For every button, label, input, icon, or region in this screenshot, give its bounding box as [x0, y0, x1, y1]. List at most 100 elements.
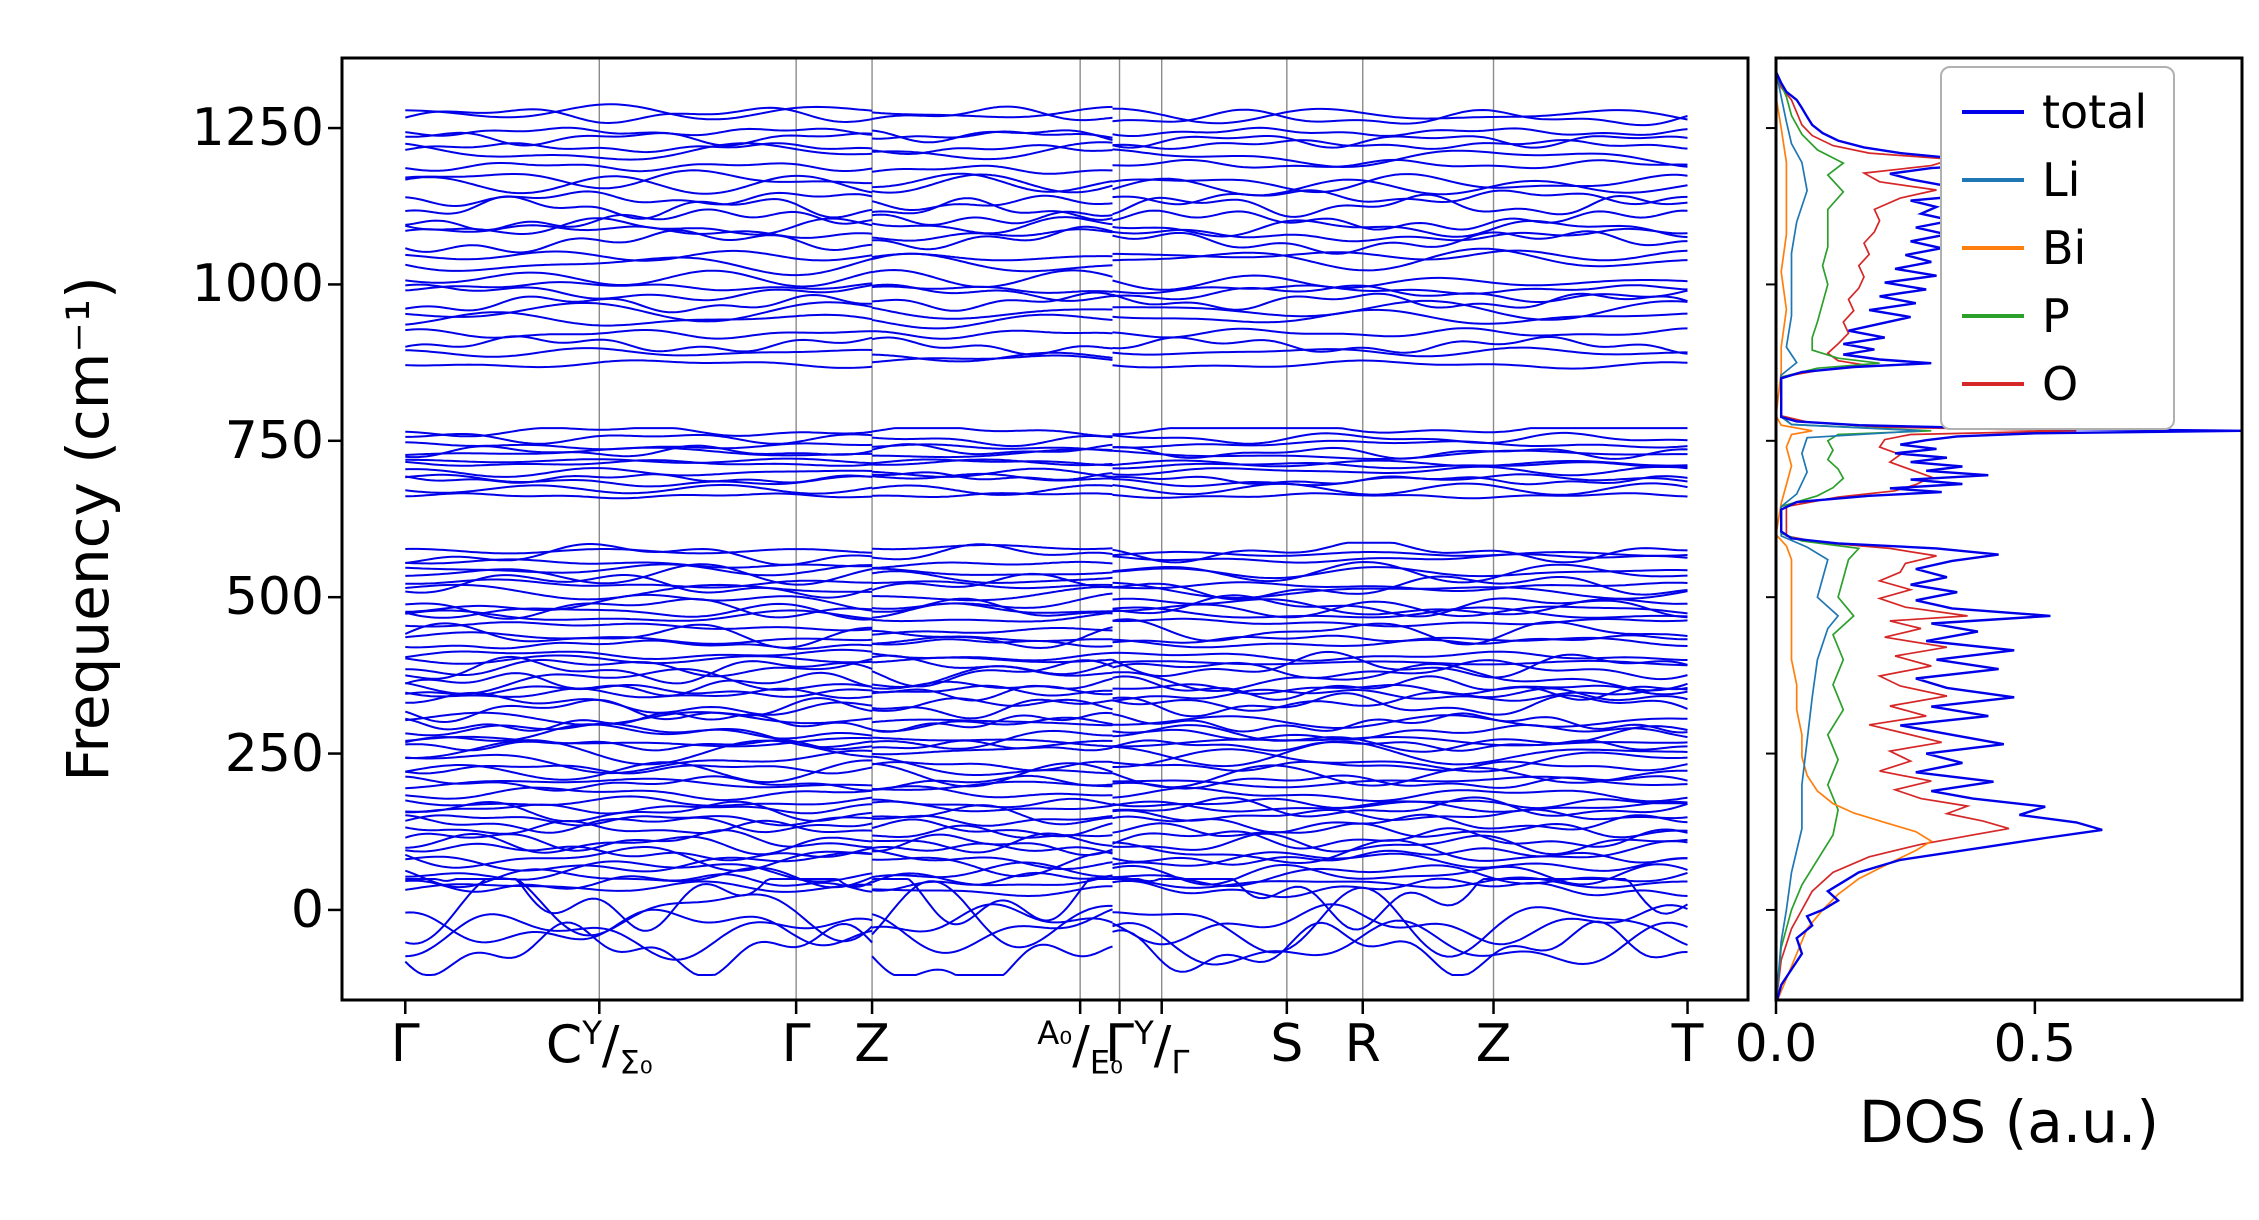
phonon-band-line — [1112, 230, 1688, 255]
phonon-band-line — [405, 174, 873, 195]
phonon-band-line — [1112, 148, 1688, 169]
phonon-band-line — [1112, 581, 1688, 600]
phonon-band-line — [404, 866, 873, 889]
phonon-band-line — [1112, 108, 1688, 127]
frequency-tick-label: 1250 — [191, 98, 324, 159]
phonon-band-line — [405, 224, 873, 239]
phonon-band-line — [405, 328, 873, 340]
band-panel-frame — [340, 56, 1750, 1002]
phonon-band-line — [405, 335, 873, 353]
dos-curve-P — [1776, 71, 1932, 1000]
phonon-band-line — [872, 785, 1113, 799]
phonon-band-line — [405, 427, 873, 438]
phonon-band-line — [405, 631, 873, 645]
phonon-band-line — [405, 648, 873, 661]
phonon-band-line — [405, 860, 873, 883]
phonon-band-line — [872, 586, 1113, 602]
dos-plot — [1776, 71, 2242, 1000]
phonon-band-line — [1112, 851, 1688, 872]
phonon-band-line — [405, 795, 873, 807]
phonon-band-line — [1112, 764, 1688, 789]
phonon-band-line — [871, 173, 1113, 194]
phonon-band-line — [872, 729, 1113, 750]
phonon-band-line — [1112, 822, 1688, 839]
phonon-band-line — [871, 872, 1113, 887]
phonon-band-line — [1112, 903, 1688, 946]
phonon-band-line — [872, 435, 1113, 448]
phonon-band-line — [405, 473, 873, 484]
phonon-band-line — [1112, 327, 1688, 339]
phonon-band-line — [1112, 683, 1688, 696]
phonon-band-line — [1112, 427, 1688, 436]
phonon-band-line — [404, 846, 873, 872]
phonon-band-line — [405, 739, 873, 752]
phonon-band-line — [405, 563, 873, 577]
phonon-band-line — [872, 560, 1113, 569]
phonon-band-line — [405, 873, 873, 893]
phonon-band-line — [405, 775, 873, 792]
phonon-band-line — [871, 711, 1113, 733]
phonon-band-line — [1112, 461, 1688, 470]
phonon-band-line — [405, 103, 873, 121]
phonon-band-line — [405, 583, 873, 601]
phonon-band-line — [1112, 760, 1688, 772]
phonon-band-line — [405, 195, 873, 220]
phonon-band-line — [405, 671, 873, 697]
phonon-band-line — [1112, 575, 1688, 601]
phonon-band-line — [1112, 662, 1688, 693]
phonon-band-line — [1112, 135, 1688, 149]
phonon-band-line — [871, 216, 1113, 235]
frequency-tick-label: 1000 — [191, 254, 324, 315]
phonon-band-line — [1112, 659, 1688, 681]
phonon-band-line — [405, 735, 873, 748]
phonon-band-line — [872, 684, 1113, 697]
phonon-band-line — [405, 162, 873, 173]
phonon-band-line — [1112, 336, 1688, 355]
phonon-band-line — [1112, 465, 1688, 477]
phonon-band-line — [872, 580, 1113, 590]
phonon-band-line — [405, 842, 873, 862]
phonon-band-line — [405, 597, 873, 620]
phonon-band-line — [1112, 808, 1688, 822]
phonon-band-line — [871, 336, 1113, 356]
phonon-band-line — [1112, 723, 1688, 741]
phonon-band-line — [405, 574, 873, 599]
phonon-band-line — [1112, 439, 1688, 449]
phonon-band-line — [872, 697, 1113, 712]
phonon-band-line — [1112, 308, 1688, 325]
legend-line-swatch-Li — [1962, 178, 2024, 182]
phonon-band-line — [871, 570, 1113, 584]
phonon-band-line — [872, 762, 1113, 788]
kpath-tick-label-3: Z — [854, 1014, 890, 1074]
phonon-band-line — [405, 655, 873, 685]
phonon-band-line — [871, 818, 1113, 838]
phonon-band-line — [405, 639, 873, 650]
phonon-band-line — [405, 190, 873, 208]
legend-label-P: P — [2042, 289, 2070, 343]
phonon-band-line — [405, 814, 873, 834]
legend-entry-P: P — [1962, 284, 2147, 348]
phonon-band-line — [872, 543, 1113, 561]
phonon-band-line — [1112, 446, 1688, 460]
phonon-band-line — [405, 441, 873, 451]
phonon-band-line — [404, 921, 873, 976]
phonon-band-line — [1112, 193, 1688, 218]
dos-tick-label: 0.5 — [1993, 1014, 2077, 1074]
phonon-band-line — [405, 803, 873, 815]
phonon-band-line — [1112, 581, 1688, 592]
phonon-band-line — [405, 602, 873, 621]
phonon-band-line — [405, 269, 873, 288]
phonon-band-line — [405, 483, 873, 495]
frequency-tick-label: 250 — [224, 723, 324, 784]
dos-panel-frame — [1774, 56, 2244, 1002]
phonon-band-line — [1112, 107, 1688, 125]
phonon-band-line — [1112, 886, 1688, 958]
phonon-band-line — [405, 711, 873, 726]
phonon-band-line — [872, 851, 1113, 878]
dos-curve-Bi — [1776, 71, 1933, 1000]
phonon-band-line — [405, 547, 873, 555]
phonon-band-line — [871, 878, 1113, 926]
frequency-tick-label: 750 — [224, 410, 324, 471]
phonon-band-line — [1112, 177, 1688, 197]
